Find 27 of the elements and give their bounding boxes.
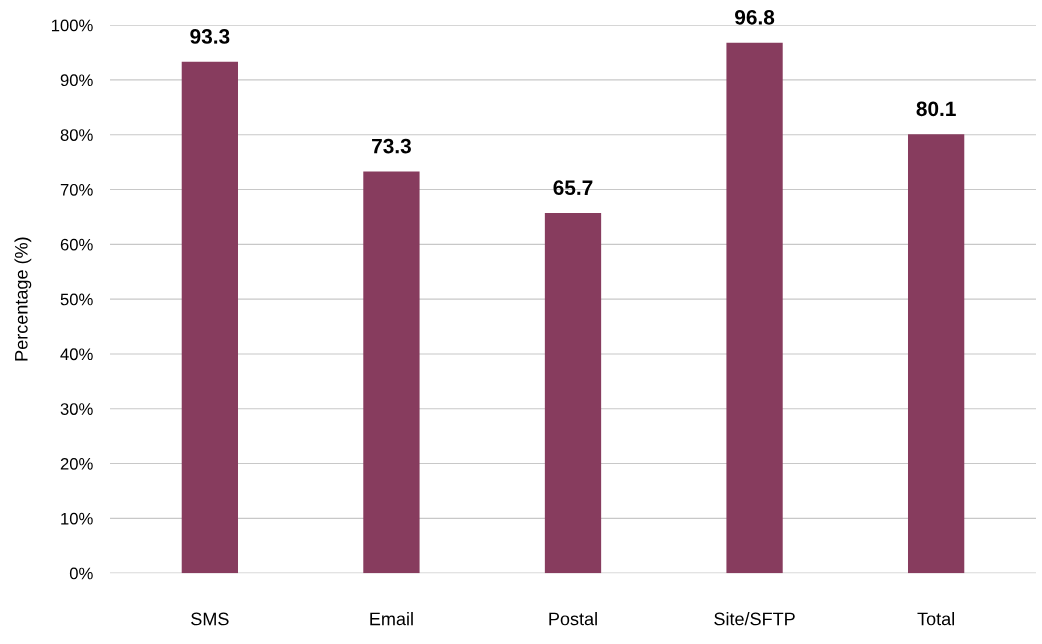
bar bbox=[181, 61, 239, 574]
y-tick-label: 20% bbox=[60, 457, 93, 470]
y-tick-label: 40% bbox=[60, 348, 93, 361]
y-tick-label: 60% bbox=[60, 238, 93, 251]
data-label: 93.3 bbox=[190, 29, 230, 44]
data-label: 96.8 bbox=[735, 9, 775, 25]
x-tick-label: Total bbox=[917, 612, 954, 626]
y-tick-label: 100% bbox=[51, 19, 93, 32]
y-axis-title: Percentage (%) bbox=[14, 237, 32, 361]
bar bbox=[363, 171, 420, 574]
data-label: 73.3 bbox=[372, 138, 411, 154]
x-tick-label: Email bbox=[370, 612, 413, 626]
bar bbox=[726, 42, 783, 574]
x-tick-label: SMS bbox=[191, 612, 229, 626]
x-tick-label: Site/SFTP bbox=[714, 612, 795, 626]
y-tick-label: 10% bbox=[61, 512, 93, 525]
y-tick-label: 90% bbox=[60, 74, 93, 87]
data-label: 80.1 bbox=[916, 101, 956, 117]
bar bbox=[544, 213, 602, 574]
y-tick-label: 80% bbox=[60, 129, 93, 141]
y-tick-label: 0% bbox=[69, 567, 93, 580]
y-tick-label: 50% bbox=[60, 293, 93, 306]
x-tick-label: Postal bbox=[549, 612, 597, 626]
y-tick-label: 30% bbox=[60, 403, 93, 415]
data-label: 65.7 bbox=[553, 180, 593, 196]
y-tick-label: 70% bbox=[60, 183, 93, 196]
bar bbox=[907, 134, 965, 574]
